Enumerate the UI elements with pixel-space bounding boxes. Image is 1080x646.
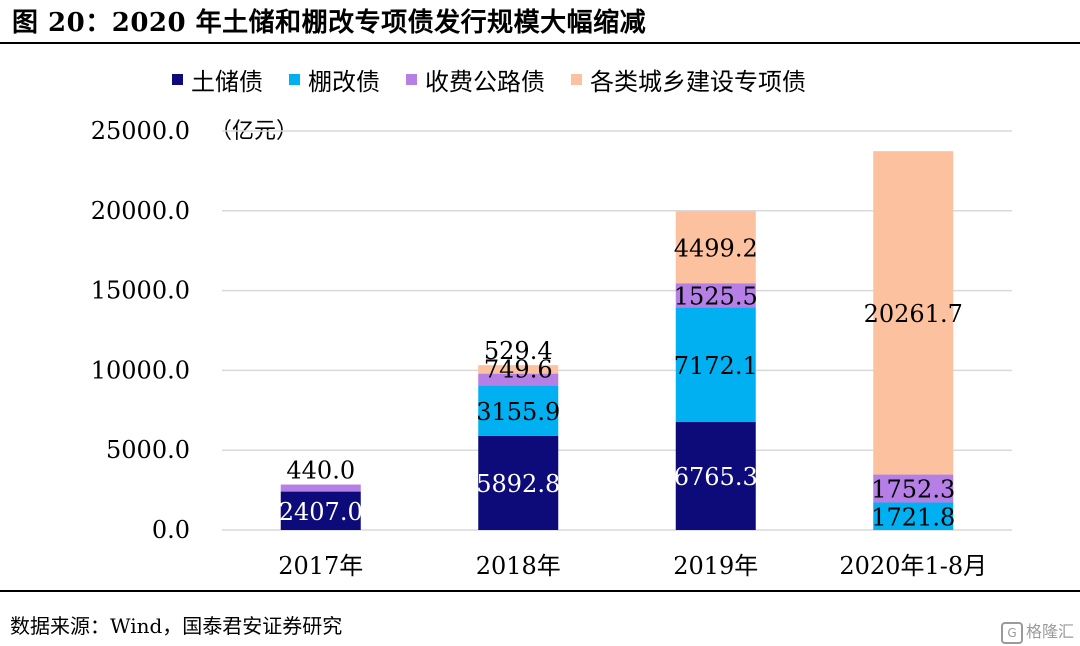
data-label: 1721.8 <box>871 503 955 531</box>
data-label: 6765.3 <box>674 463 758 491</box>
y-tick-label: 15000.0 <box>91 277 190 305</box>
legend-swatch-shantytown <box>289 73 300 85</box>
source-rule <box>0 590 1080 592</box>
data-label: 5892.8 <box>476 470 560 498</box>
data-label: 20261.7 <box>864 300 963 328</box>
x-tick-label: 2019年 <box>673 552 758 580</box>
legend-swatch-toll-road <box>406 73 417 85</box>
data-label: 529.4 <box>484 337 553 365</box>
data-label: 2407.0 <box>279 498 363 526</box>
data-label: 749.6 <box>484 356 553 384</box>
legend-item-shantytown: 棚改债 <box>289 62 380 97</box>
bar-segment <box>675 422 756 530</box>
legend-item-land-reserve: 土储债 <box>172 62 263 97</box>
legend-label-toll-road: 收费公路债 <box>425 67 545 96</box>
data-label: 7172.1 <box>674 352 758 380</box>
data-label: 3155.9 <box>476 398 560 426</box>
legend-swatch-land-reserve <box>172 73 183 85</box>
bar-segment <box>675 211 756 284</box>
bar-segment <box>478 435 559 530</box>
bar-segment <box>478 385 559 436</box>
chart-legend: 土储债 棚改债 收费公路债 各类城乡建设专项债 <box>172 62 832 97</box>
data-label: 1752.3 <box>871 476 955 504</box>
legend-item-urban-rural: 各类城乡建设专项债 <box>571 62 806 97</box>
data-label: 4499.2 <box>674 234 758 262</box>
bar-segment <box>280 484 361 492</box>
bar-segment <box>873 151 954 475</box>
bar-segment <box>873 474 954 503</box>
bar-segment <box>675 307 756 423</box>
x-tick-label: 2017年 <box>278 552 363 580</box>
legend-label-urban-rural: 各类城乡建设专项债 <box>590 67 806 96</box>
legend-label-land-reserve: 土储债 <box>191 67 263 96</box>
x-tick-label: 2018年 <box>476 552 561 580</box>
title-rule <box>0 42 1080 44</box>
bar-segment <box>280 491 361 530</box>
y-tick-label: 20000.0 <box>91 197 190 225</box>
legend-swatch-urban-rural <box>571 73 582 85</box>
x-tick-label: 2020年1-8月 <box>839 552 987 580</box>
figure-source: 数据来源：Wind，国泰君安证券研究 <box>10 614 343 638</box>
y-tick-label: 5000.0 <box>106 436 190 464</box>
figure-title: 图 20：2020 年土储和棚改专项债发行规模大幅缩减 <box>12 8 647 38</box>
bar-segment <box>675 283 756 308</box>
data-label: 1525.5 <box>674 282 758 310</box>
bar-segment <box>873 502 954 530</box>
watermark-logo-icon: G <box>1000 621 1023 644</box>
watermark: G 格隆汇 <box>1000 618 1074 644</box>
bar-segment <box>478 373 559 386</box>
y-tick-label: 25000.0 <box>91 117 190 145</box>
bar-segment <box>478 365 559 374</box>
y-tick-label: 0.0 <box>152 516 190 544</box>
watermark-text: 格隆汇 <box>1025 622 1074 641</box>
legend-label-shantytown: 棚改债 <box>308 67 380 96</box>
y-tick-label: 10000.0 <box>91 356 190 384</box>
data-label: 440.0 <box>286 457 355 485</box>
legend-item-toll-road: 收费公路债 <box>406 62 545 97</box>
